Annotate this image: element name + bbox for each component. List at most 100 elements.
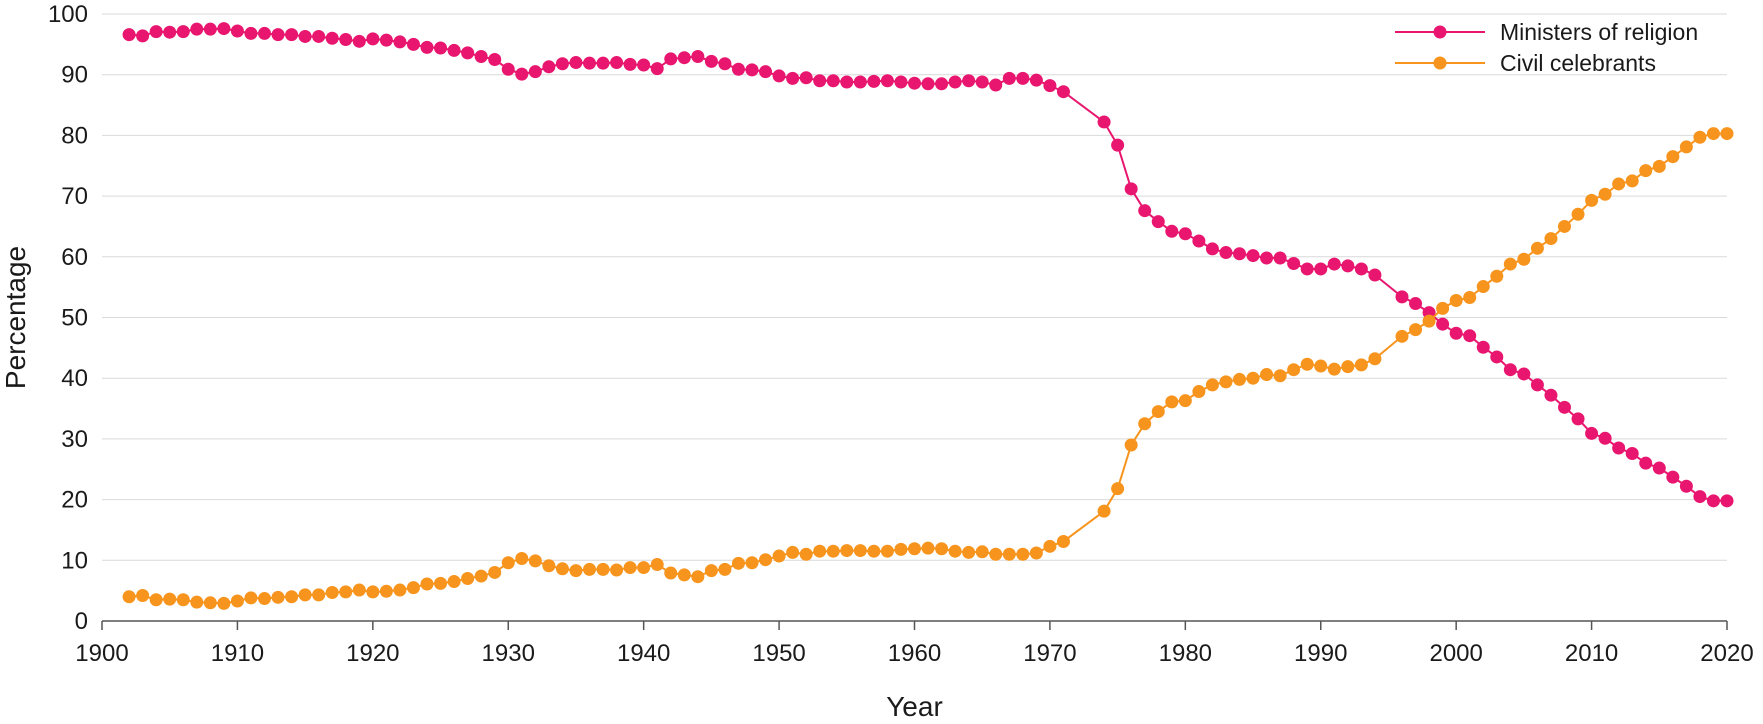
- data-point: [488, 53, 502, 67]
- data-point: [867, 74, 881, 88]
- data-point: [1314, 262, 1328, 276]
- x-tick-label: 1920: [346, 640, 399, 667]
- data-point: [745, 63, 759, 77]
- data-point: [1476, 340, 1490, 354]
- data-point: [515, 551, 529, 565]
- data-point: [379, 584, 393, 598]
- data-point: [1544, 232, 1558, 246]
- data-point: [258, 592, 271, 606]
- data-point: [772, 69, 786, 83]
- data-point: [826, 74, 840, 88]
- data-point: [203, 22, 217, 36]
- data-point: [1300, 357, 1314, 371]
- data-point: [434, 41, 448, 55]
- data-point: [664, 566, 678, 580]
- data-point: [1449, 294, 1463, 308]
- data-point: [1409, 297, 1423, 311]
- data-point: [962, 74, 976, 88]
- data-point: [894, 542, 908, 556]
- data-point: [1463, 329, 1477, 343]
- x-tick-label: 1970: [1023, 640, 1076, 667]
- data-point: [1016, 547, 1030, 561]
- data-point: [217, 22, 231, 36]
- data-point: [1260, 251, 1274, 265]
- data-point: [1246, 249, 1260, 263]
- x-tick-label: 1990: [1294, 640, 1347, 667]
- data-point: [948, 544, 962, 558]
- data-point: [691, 570, 705, 584]
- series-1: [122, 127, 1734, 610]
- data-point: [1598, 187, 1612, 201]
- data-point: [908, 76, 921, 90]
- data-point: [1693, 130, 1707, 144]
- legend-swatch-marker: [1433, 56, 1447, 70]
- data-point: [1679, 479, 1693, 493]
- data-point: [1192, 385, 1206, 399]
- x-tick-label: 1930: [482, 640, 535, 667]
- x-tick-label: 1900: [75, 640, 128, 667]
- data-point: [447, 575, 461, 589]
- data-point: [813, 74, 827, 88]
- data-point: [285, 590, 299, 604]
- data-point: [1138, 204, 1152, 218]
- data-point: [1409, 323, 1423, 337]
- data-point: [867, 544, 881, 558]
- data-point: [1679, 140, 1693, 154]
- data-point: [1706, 494, 1720, 508]
- data-point: [528, 65, 542, 79]
- data-point: [677, 568, 691, 582]
- data-point: [366, 585, 380, 599]
- data-point: [853, 544, 867, 558]
- data-point: [718, 57, 732, 71]
- data-point: [759, 65, 773, 79]
- data-point: [447, 43, 461, 57]
- data-point: [1097, 115, 1111, 129]
- data-point: [474, 569, 488, 583]
- data-point: [948, 75, 962, 89]
- data-point: [1219, 246, 1233, 260]
- data-point: [244, 26, 258, 40]
- data-point: [731, 556, 745, 570]
- axes: 0 10 20 30 40 50 60 70 80 90 100 1900 1910 1920 1930 19…: [48, 1, 1754, 667]
- data-point: [1625, 446, 1639, 460]
- data-point: [393, 583, 407, 597]
- legend-label: Civil celebrants: [1500, 50, 1656, 76]
- data-point: [461, 572, 475, 586]
- data-point: [312, 588, 326, 602]
- data-point: [379, 33, 393, 47]
- data-point: [880, 544, 894, 558]
- y-tick-label: 10: [61, 547, 88, 574]
- x-tick-label: 1950: [752, 640, 805, 667]
- data-point: [366, 32, 380, 46]
- data-point: [352, 583, 366, 597]
- series-line: [128, 27, 1727, 502]
- data-point: [352, 34, 366, 48]
- data-point: [1530, 241, 1544, 255]
- y-tick-label: 40: [61, 365, 88, 392]
- data-point: [1341, 360, 1355, 374]
- data-point: [813, 544, 827, 558]
- data-point: [230, 24, 244, 38]
- data-point: [1571, 412, 1585, 426]
- data-point: [1490, 350, 1504, 364]
- data-point: [136, 589, 150, 603]
- data-point: [555, 562, 569, 576]
- data-point: [1314, 359, 1328, 373]
- data-point: [1585, 193, 1599, 207]
- data-point: [474, 49, 488, 63]
- data-point: [935, 542, 949, 556]
- data-point: [1639, 456, 1653, 470]
- data-point: [1219, 375, 1233, 389]
- data-point: [1598, 431, 1612, 445]
- data-point: [1720, 494, 1734, 508]
- data-point: [555, 57, 569, 71]
- data-point: [1002, 71, 1016, 85]
- data-point: [1287, 256, 1301, 270]
- data-point: [1327, 257, 1341, 271]
- data-point: [637, 58, 651, 72]
- data-point: [1463, 290, 1477, 304]
- data-point: [975, 75, 989, 89]
- data-point: [1395, 329, 1409, 343]
- data-point: [1395, 290, 1409, 304]
- data-point: [1327, 362, 1341, 376]
